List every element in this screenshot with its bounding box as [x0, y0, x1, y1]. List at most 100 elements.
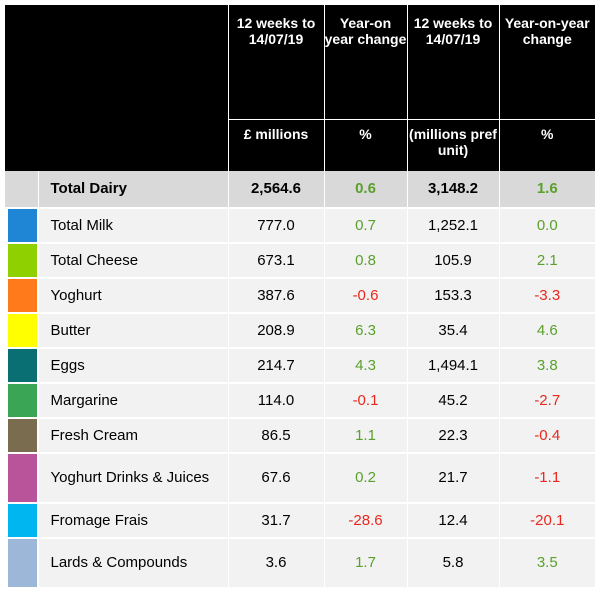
- volume-millions: 45.2: [406, 383, 499, 419]
- category-color-swatch: [8, 171, 37, 207]
- category-name: Yoghurt Drinks & Juices: [37, 453, 228, 504]
- value-millions: 2,564.6: [227, 171, 324, 209]
- value-millions: 31.7: [227, 503, 324, 539]
- value-change-pct: -0.6: [323, 278, 407, 314]
- volume-millions: 3,148.2: [406, 171, 499, 209]
- volume-change-pct: 0.0: [498, 208, 595, 244]
- dairy-sales-table: 12 weeks to 14/07/19 Year-on year change…: [5, 5, 595, 589]
- category-name: Yoghurt: [37, 278, 228, 314]
- category-swatch-cell: [5, 171, 38, 209]
- value-millions: 387.6: [227, 278, 324, 314]
- value-change-pct: 0.7: [323, 208, 407, 244]
- category-color-swatch: [8, 539, 37, 587]
- volume-change-pct: -3.3: [498, 278, 595, 314]
- header-value-period: 12 weeks to 14/07/19: [227, 5, 324, 120]
- value-change-pct: 0.8: [323, 243, 407, 279]
- volume-millions: 105.9: [406, 243, 499, 279]
- category-swatch-cell: [5, 538, 38, 589]
- category-color-swatch: [8, 419, 37, 452]
- table-row: Fromage Frais 31.7 -28.6 12.4 -20.1: [5, 503, 595, 539]
- category-swatch-cell: [5, 503, 38, 539]
- value-millions: 777.0: [227, 208, 324, 244]
- value-millions: 67.6: [227, 453, 324, 504]
- volume-change-pct: 1.6: [498, 171, 595, 209]
- value-millions: 208.9: [227, 313, 324, 349]
- value-change-pct: -28.6: [323, 503, 407, 539]
- category-name: Butter: [37, 313, 228, 349]
- category-swatch-cell: [5, 313, 38, 349]
- volume-millions: 5.8: [406, 538, 499, 589]
- category-name: Total Dairy: [37, 171, 228, 209]
- dairy-sales-table-container: 12 weeks to 14/07/19 Year-on year change…: [5, 5, 595, 589]
- header-blank-units: [5, 119, 228, 171]
- category-name: Fresh Cream: [37, 418, 228, 454]
- header-volume-period: 12 weeks to 14/07/19: [406, 5, 499, 120]
- volume-millions: 35.4: [406, 313, 499, 349]
- table-row: Total Milk 777.0 0.7 1,252.1 0.0: [5, 208, 595, 244]
- table-row: Margarine 114.0 -0.1 45.2 -2.7: [5, 383, 595, 419]
- header-row-periods: 12 weeks to 14/07/19 Year-on year change…: [5, 5, 595, 120]
- table-row: Yoghurt Drinks & Juices 67.6 0.2 21.7 -1.1: [5, 453, 595, 504]
- volume-millions: 1,252.1: [406, 208, 499, 244]
- category-swatch-cell: [5, 348, 38, 384]
- category-name: Total Cheese: [37, 243, 228, 279]
- volume-millions: 153.3: [406, 278, 499, 314]
- unit-volume: (millions pref unit): [406, 119, 499, 171]
- unit-value-change: %: [323, 119, 407, 171]
- category-swatch-cell: [5, 278, 38, 314]
- table-row: Butter 208.9 6.3 35.4 4.6: [5, 313, 595, 349]
- volume-change-pct: -1.1: [498, 453, 595, 504]
- value-change-pct: 0.6: [323, 171, 407, 209]
- category-swatch-cell: [5, 243, 38, 279]
- category-color-swatch: [8, 244, 37, 277]
- volume-millions: 21.7: [406, 453, 499, 504]
- header-value-change: Year-on year change: [323, 5, 407, 120]
- value-change-pct: 0.2: [323, 453, 407, 504]
- header-volume-change: Year-on-year change: [498, 5, 595, 120]
- category-swatch-cell: [5, 208, 38, 244]
- category-name: Lards & Compounds: [37, 538, 228, 589]
- header-row-units: £ millions % (millions pref unit) %: [5, 119, 595, 171]
- category-swatch-cell: [5, 453, 38, 504]
- value-change-pct: 1.7: [323, 538, 407, 589]
- table-row: Fresh Cream 86.5 1.1 22.3 -0.4: [5, 418, 595, 454]
- table-row: Total Cheese 673.1 0.8 105.9 2.1: [5, 243, 595, 279]
- category-color-swatch: [8, 279, 37, 312]
- table-row: Yoghurt 387.6 -0.6 153.3 -3.3: [5, 278, 595, 314]
- value-millions: 3.6: [227, 538, 324, 589]
- value-change-pct: 1.1: [323, 418, 407, 454]
- volume-change-pct: -2.7: [498, 383, 595, 419]
- value-millions: 114.0: [227, 383, 324, 419]
- header-blank: [5, 5, 228, 120]
- volume-change-pct: -20.1: [498, 503, 595, 539]
- category-swatch-cell: [5, 383, 38, 419]
- value-millions: 86.5: [227, 418, 324, 454]
- category-name: Margarine: [37, 383, 228, 419]
- category-name: Eggs: [37, 348, 228, 384]
- category-color-swatch: [8, 209, 37, 242]
- volume-millions: 22.3: [406, 418, 499, 454]
- category-color-swatch: [8, 454, 37, 502]
- table-row: Lards & Compounds 3.6 1.7 5.8 3.5: [5, 538, 595, 589]
- unit-volume-change: %: [498, 119, 595, 171]
- volume-change-pct: 2.1: [498, 243, 595, 279]
- unit-value: £ millions: [227, 119, 324, 171]
- value-change-pct: 4.3: [323, 348, 407, 384]
- volume-millions: 1,494.1: [406, 348, 499, 384]
- volume-millions: 12.4: [406, 503, 499, 539]
- category-color-swatch: [8, 349, 37, 382]
- table-row: Eggs 214.7 4.3 1,494.1 3.8: [5, 348, 595, 384]
- category-color-swatch: [8, 384, 37, 417]
- category-name: Total Milk: [37, 208, 228, 244]
- table-row: Total Dairy 2,564.6 0.6 3,148.2 1.6: [5, 171, 595, 209]
- category-name: Fromage Frais: [37, 503, 228, 539]
- volume-change-pct: -0.4: [498, 418, 595, 454]
- volume-change-pct: 3.5: [498, 538, 595, 589]
- volume-change-pct: 4.6: [498, 313, 595, 349]
- volume-change-pct: 3.8: [498, 348, 595, 384]
- category-swatch-cell: [5, 418, 38, 454]
- category-color-swatch: [8, 314, 37, 347]
- category-color-swatch: [8, 504, 37, 537]
- value-millions: 214.7: [227, 348, 324, 384]
- value-change-pct: 6.3: [323, 313, 407, 349]
